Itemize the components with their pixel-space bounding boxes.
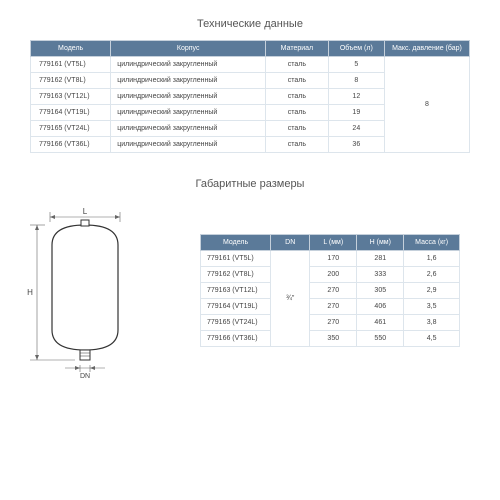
tech-col-header: Объем (л)	[328, 41, 384, 57]
label-DN: DN	[80, 373, 90, 380]
tech-specs-table: МодельКорпусМатериалОбъем (л)Макс. давле…	[30, 40, 470, 153]
tech-col-header: Корпус	[111, 41, 266, 57]
table-row: 779162 (VT8L)2003332,6	[201, 266, 460, 282]
dim-col-header: Модель	[201, 234, 271, 250]
dims-title: Габаритные размеры	[10, 178, 490, 190]
tech-col-header: Модель	[31, 41, 111, 57]
label-H: H	[27, 288, 33, 297]
dn-cell: ¾"	[271, 250, 310, 346]
dim-col-header: H (мм)	[357, 234, 404, 250]
table-row: 779163 (VT12L)2703052,9	[201, 282, 460, 298]
table-row: 779164 (VT19L)2704063,5	[201, 298, 460, 314]
tech-col-header: Материал	[266, 41, 329, 57]
table-row: 779166 (VT36L)3505504,5	[201, 330, 460, 346]
dim-col-header: Масса (кг)	[404, 234, 460, 250]
tech-title: Технические данные	[10, 18, 490, 30]
dim-col-header: L (мм)	[310, 234, 357, 250]
table-row: 779161 (VT5L)¾"1702811,6	[201, 250, 460, 266]
label-L: L	[83, 207, 88, 216]
table-row: 779161 (VT5L)цилиндрический закругленный…	[31, 57, 470, 73]
pressure-cell: 8	[384, 57, 469, 153]
tank-diagram: L H DN	[10, 200, 150, 380]
tech-col-header: Макс. давление (бар)	[384, 41, 469, 57]
dimensions-table: МодельDNL (мм)H (мм)Масса (кг) 779161 (V…	[200, 234, 460, 347]
table-row: 779165 (VT24L)2704613,8	[201, 314, 460, 330]
dim-col-header: DN	[271, 234, 310, 250]
